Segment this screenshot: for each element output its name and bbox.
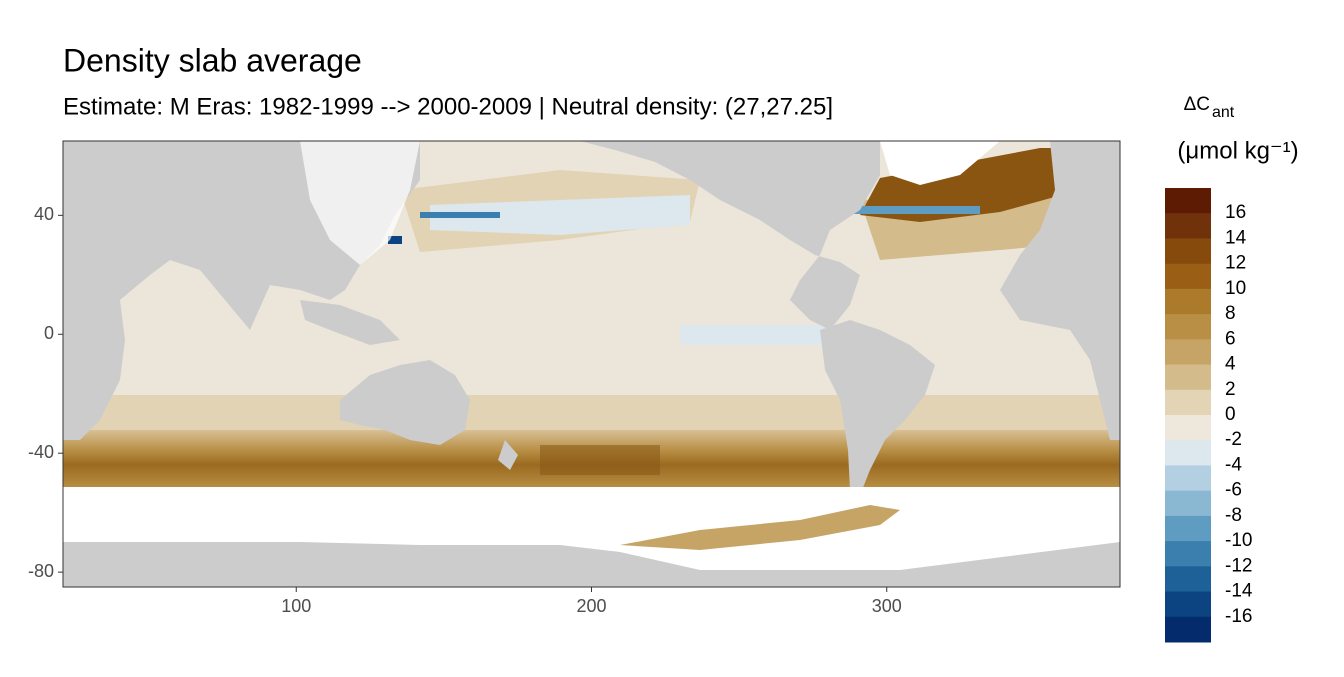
map-layer [63,141,1120,587]
ocean-band [63,395,1120,435]
land [300,300,400,345]
legend-label: -12 [1225,555,1252,576]
chart-title: Density slab average [63,42,362,78]
ocean-patch [620,505,900,550]
legend-swatch [1165,440,1211,466]
y-tick-label: 40 [34,204,54,224]
x-tick-label: 100 [281,596,311,616]
legend-swatch [1165,465,1211,492]
land [580,141,880,330]
legend-label: 14 [1225,227,1247,248]
y-tick-label: -40 [28,442,54,462]
legend-label: 4 [1225,354,1236,375]
legend-swatch [1165,263,1211,290]
legend-label: -16 [1225,606,1252,627]
legend-swatch [1165,314,1211,340]
legend-swatch [1165,515,1211,542]
no-data [880,141,1000,185]
legend-label: -2 [1225,429,1242,450]
legend-label: -10 [1225,530,1252,551]
legend-label: 10 [1225,278,1246,299]
legend-swatch [1165,566,1211,593]
legend-swatch [1165,616,1211,643]
legend-swatch [1165,238,1211,265]
legend-label: -14 [1225,581,1253,602]
legend-label: -6 [1225,480,1242,501]
ocean-patch [850,206,980,214]
land [1000,141,1120,440]
legend-label: -4 [1225,454,1242,475]
legend-label: -8 [1225,505,1242,526]
ocean-patch [420,212,500,218]
land [820,320,935,495]
ocean-patch [388,236,402,244]
legend-swatch [1165,389,1211,416]
legend-label: 8 [1225,303,1236,324]
ocean-patch [430,195,690,235]
legend-swatch [1165,541,1211,567]
legend-label: 6 [1225,328,1236,349]
land [340,360,470,445]
land [498,440,518,470]
legend-title: ΔC [1184,94,1210,115]
y-tick-label: 0 [44,323,54,343]
legend-swatch [1165,188,1211,214]
legend-swatch [1165,415,1211,441]
legend-title-subscript: ant [1212,104,1235,121]
ocean-patch [860,148,1110,222]
legend-label: 2 [1225,379,1236,400]
legend-swatch [1165,213,1211,239]
ocean-patch [540,445,660,475]
legend-swatch [1165,364,1211,391]
legend-swatch [1165,591,1211,618]
legend-label: 0 [1225,404,1236,425]
x-tick-label: 200 [576,596,606,616]
legend-swatch [1165,339,1211,366]
land [63,300,125,440]
legend-label: 16 [1225,202,1246,223]
legend-unit: (μmol kg⁻¹) [1177,137,1298,164]
no-data [300,141,420,265]
legend-swatch [1165,288,1211,315]
y-tick-label: -80 [28,561,54,581]
ocean-patch [680,325,830,345]
x-tick-label: 300 [872,596,902,616]
chart-subtitle: Estimate: M Eras: 1982-1999 --> 2000-200… [63,93,833,120]
land [63,542,1120,587]
legend-swatch [1165,490,1211,517]
legend-label: 12 [1225,253,1246,274]
